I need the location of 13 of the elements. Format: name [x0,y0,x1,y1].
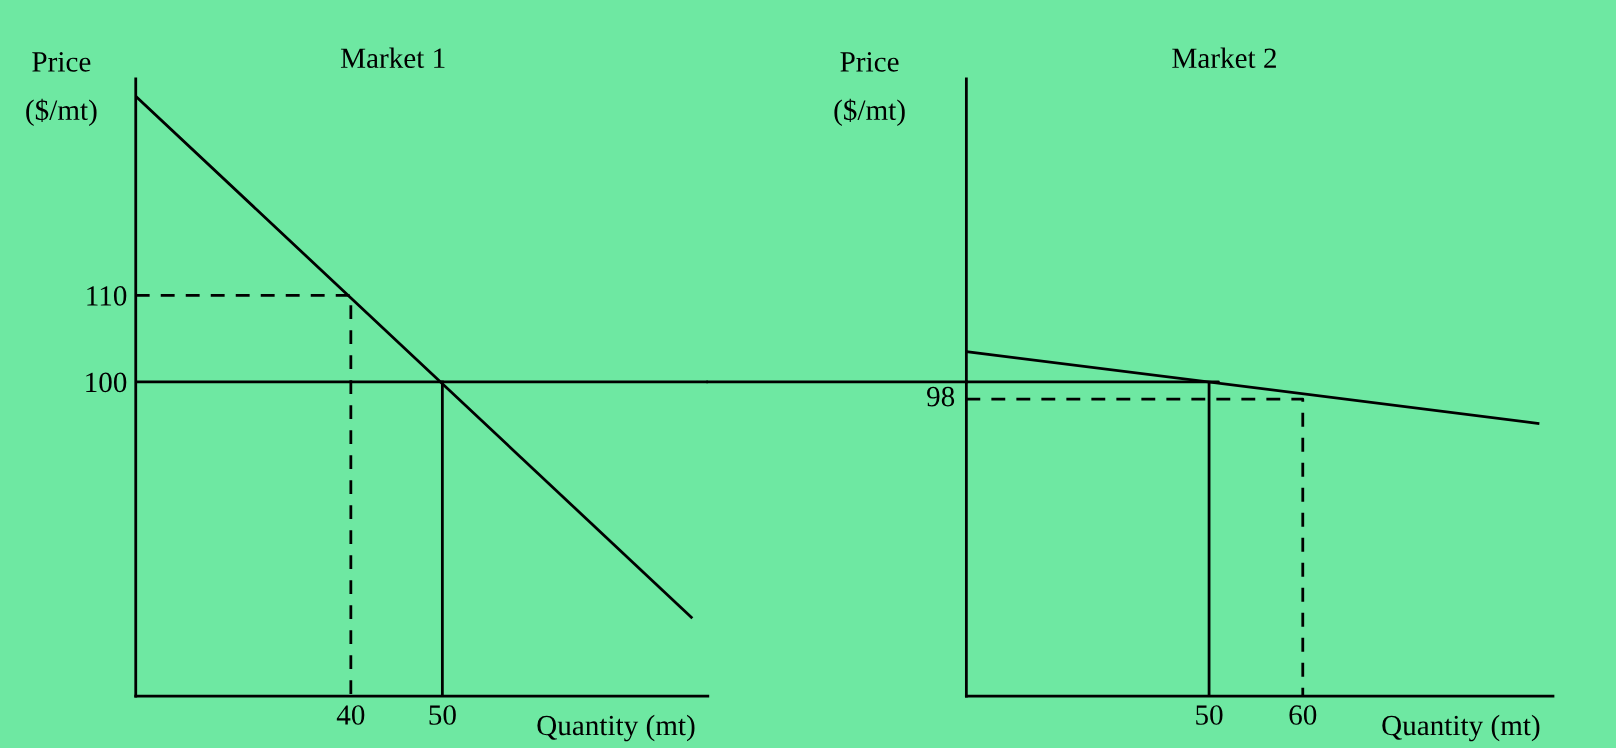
x-tick-label: 50 [429,705,456,725]
y-tick-label: 100 [86,372,127,393]
y-axis-title: Price ($/mt) [834,52,905,127]
x-tick-label: 60 [1289,705,1317,725]
x-tick-label: 40 [336,705,365,725]
x-axis-title: Quantity (mt) [537,714,695,742]
chart-title: Market 1 [340,47,445,69]
annotation: 98 [927,386,955,407]
y-tick-label: 110 [87,286,127,306]
chart-title: Market 2 [1172,47,1276,69]
x-tick-label: 50 [1196,705,1223,725]
x-axis-title: Quantity (mt) [1382,714,1540,742]
y-axis-title: Price ($/mt) [26,52,97,127]
